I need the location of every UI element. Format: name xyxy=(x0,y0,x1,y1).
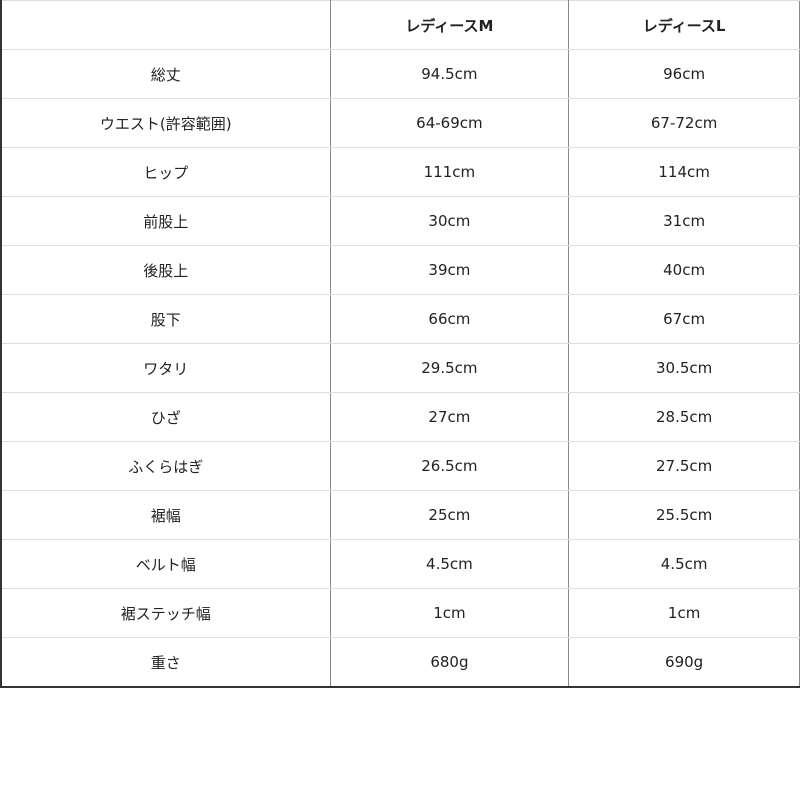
row-label: ひざ xyxy=(1,392,331,442)
table-row: 後股上 39cm 40cm xyxy=(1,245,800,295)
header-empty xyxy=(1,0,331,50)
row-label: ウエスト(許容範囲) xyxy=(1,98,331,148)
table-row: 重さ 680g 690g xyxy=(1,637,800,688)
row-label: ベルト幅 xyxy=(1,539,331,589)
row-label: ワタリ xyxy=(1,343,331,393)
cell-ladies-m: 66cm xyxy=(330,294,570,344)
cell-ladies-m: 680g xyxy=(330,637,570,688)
size-table: レディースM レディースL 総丈 94.5cm 96cm ウエスト(許容範囲) 64-6… xyxy=(0,0,800,688)
table-row: ワタリ 29.5cm 30.5cm xyxy=(1,343,800,393)
row-label: ふくらはぎ xyxy=(1,441,331,491)
cell-ladies-l: 25.5cm xyxy=(568,490,800,540)
cell-ladies-m: 64-69cm xyxy=(330,98,570,148)
cell-ladies-l: 28.5cm xyxy=(568,392,800,442)
row-label: 前股上 xyxy=(1,196,331,246)
cell-ladies-m: 39cm xyxy=(330,245,570,295)
cell-ladies-m: 111cm xyxy=(330,147,570,197)
table-row: 裾ステッチ幅 1cm 1cm xyxy=(1,588,800,638)
cell-ladies-m: 27cm xyxy=(330,392,570,442)
row-label: ヒップ xyxy=(1,147,331,197)
cell-ladies-m: 4.5cm xyxy=(330,539,570,589)
row-label: 重さ xyxy=(1,637,331,688)
cell-ladies-l: 96cm xyxy=(568,49,800,99)
cell-ladies-l: 1cm xyxy=(568,588,800,638)
table-row: ベルト幅 4.5cm 4.5cm xyxy=(1,539,800,589)
cell-ladies-l: 4.5cm xyxy=(568,539,800,589)
cell-ladies-m: 25cm xyxy=(330,490,570,540)
row-label: 後股上 xyxy=(1,245,331,295)
cell-ladies-l: 27.5cm xyxy=(568,441,800,491)
table-row: 裾幅 25cm 25.5cm xyxy=(1,490,800,540)
cell-ladies-m: 94.5cm xyxy=(330,49,570,99)
header-row: レディースM レディースL xyxy=(1,0,800,50)
header-ladies-l: レディースL xyxy=(568,0,800,50)
table-row: 総丈 94.5cm 96cm xyxy=(1,49,800,99)
row-label: 股下 xyxy=(1,294,331,344)
cell-ladies-m: 1cm xyxy=(330,588,570,638)
table-row: 前股上 30cm 31cm xyxy=(1,196,800,246)
cell-ladies-l: 30.5cm xyxy=(568,343,800,393)
cell-ladies-l: 67cm xyxy=(568,294,800,344)
cell-ladies-l: 114cm xyxy=(568,147,800,197)
row-label: 総丈 xyxy=(1,49,331,99)
table-row: ひざ 27cm 28.5cm xyxy=(1,392,800,442)
cell-ladies-l: 67-72cm xyxy=(568,98,800,148)
header-ladies-m: レディースM xyxy=(330,0,570,50)
cell-ladies-l: 690g xyxy=(568,637,800,688)
cell-ladies-m: 26.5cm xyxy=(330,441,570,491)
cell-ladies-m: 29.5cm xyxy=(330,343,570,393)
cell-ladies-m: 30cm xyxy=(330,196,570,246)
table-row: ふくらはぎ 26.5cm 27.5cm xyxy=(1,441,800,491)
table-row: ヒップ 111cm 114cm xyxy=(1,147,800,197)
table-row: 股下 66cm 67cm xyxy=(1,294,800,344)
cell-ladies-l: 40cm xyxy=(568,245,800,295)
row-label: 裾ステッチ幅 xyxy=(1,588,331,638)
row-label: 裾幅 xyxy=(1,490,331,540)
table-row: ウエスト(許容範囲) 64-69cm 67-72cm xyxy=(1,98,800,148)
cell-ladies-l: 31cm xyxy=(568,196,800,246)
